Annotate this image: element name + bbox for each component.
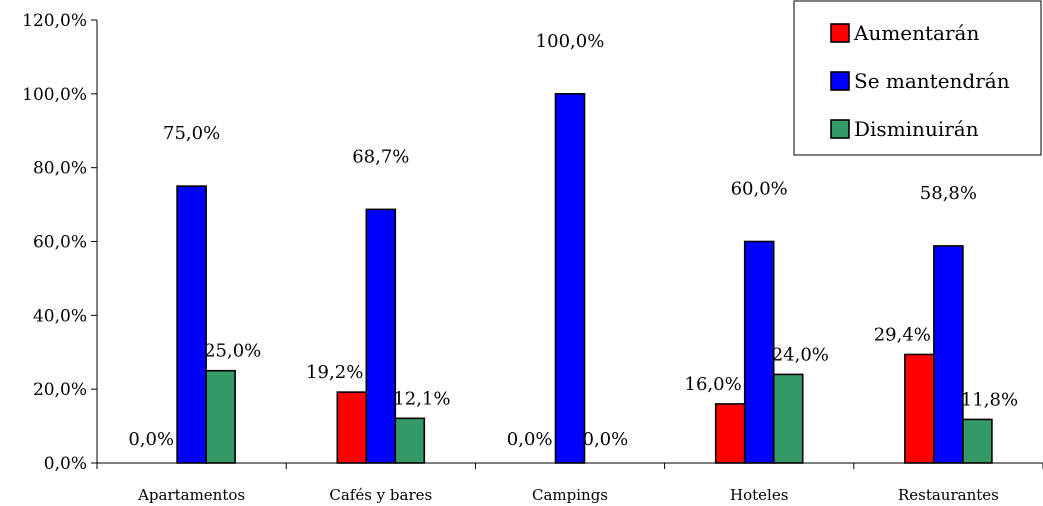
y-tick-label: 120,0% — [22, 11, 87, 31]
bar — [554, 93, 586, 464]
x-category-label: Restaurantes — [898, 486, 999, 504]
y-tick-label: 0,0% — [44, 454, 87, 474]
data-label: 60,0% — [731, 179, 788, 200]
data-label: 58,8% — [920, 183, 977, 204]
x-category-label: Apartamentos — [137, 486, 245, 504]
data-label: 29,4% — [874, 324, 931, 345]
data-label: 0,0% — [583, 429, 629, 450]
bar — [336, 391, 368, 464]
y-tick-label: 100,0% — [22, 85, 87, 105]
bar — [365, 208, 397, 464]
x-category-label: Campings — [532, 486, 608, 504]
bar — [176, 185, 207, 464]
data-label: 25,0% — [204, 341, 261, 362]
bar — [394, 417, 426, 464]
bars-group — [176, 93, 993, 464]
data-label: 100,0% — [536, 31, 605, 52]
data-label: 11,8% — [961, 389, 1018, 410]
legend-swatch — [830, 71, 850, 91]
data-label: 24,0% — [772, 344, 829, 365]
bar — [743, 240, 775, 464]
bar — [933, 245, 964, 464]
bar — [772, 373, 804, 464]
data-label: 12,1% — [393, 388, 450, 409]
data-label: 75,0% — [163, 123, 220, 144]
data-label: 68,7% — [352, 146, 409, 167]
data-label: 0,0% — [128, 429, 174, 450]
legend-swatch — [830, 119, 850, 139]
y-tick-label: 60,0% — [33, 233, 87, 253]
legend-label: Se mantendrán — [854, 69, 1010, 93]
bar — [904, 353, 935, 464]
y-tick-label: 40,0% — [33, 306, 87, 326]
x-category-label: Cafés y bares — [329, 486, 432, 504]
y-tick-label: 80,0% — [33, 159, 87, 179]
data-label: 19,2% — [306, 362, 363, 383]
legend: Aumentarán Se mantendrán Disminuirán — [793, 0, 1042, 156]
bar — [205, 369, 236, 464]
data-label: 16,0% — [685, 374, 742, 395]
legend-label: Aumentarán — [853, 21, 979, 45]
legend-swatch — [830, 23, 850, 43]
bar — [714, 403, 746, 464]
data-labels-group: 0,0% 75,0% 25,0% 19,2% 68,7% 12,1% 0,0% 100,0% 0… — [128, 31, 1018, 450]
data-label: 0,0% — [507, 429, 553, 450]
y-tick-label: 20,0% — [33, 380, 87, 400]
bar — [962, 418, 993, 464]
axes-group: 0,0% 20,0% 40,0% 60,0% 80,0% 100,0% 120,0% Apar… — [22, 11, 1043, 504]
legend-label: Disminuirán — [854, 117, 979, 141]
x-category-label: Hoteles — [730, 486, 788, 504]
